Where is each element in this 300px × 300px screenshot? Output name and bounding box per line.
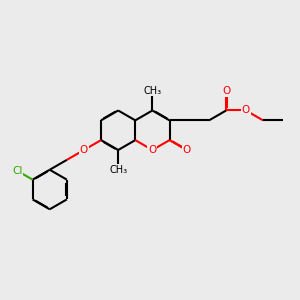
Text: O: O bbox=[182, 145, 191, 155]
Text: O: O bbox=[148, 145, 157, 155]
Text: O: O bbox=[222, 86, 230, 96]
Text: O: O bbox=[80, 145, 88, 155]
Text: Cl: Cl bbox=[12, 166, 22, 176]
Text: O: O bbox=[242, 106, 250, 116]
Text: CH₃: CH₃ bbox=[143, 86, 161, 96]
Text: CH₃: CH₃ bbox=[109, 165, 127, 175]
